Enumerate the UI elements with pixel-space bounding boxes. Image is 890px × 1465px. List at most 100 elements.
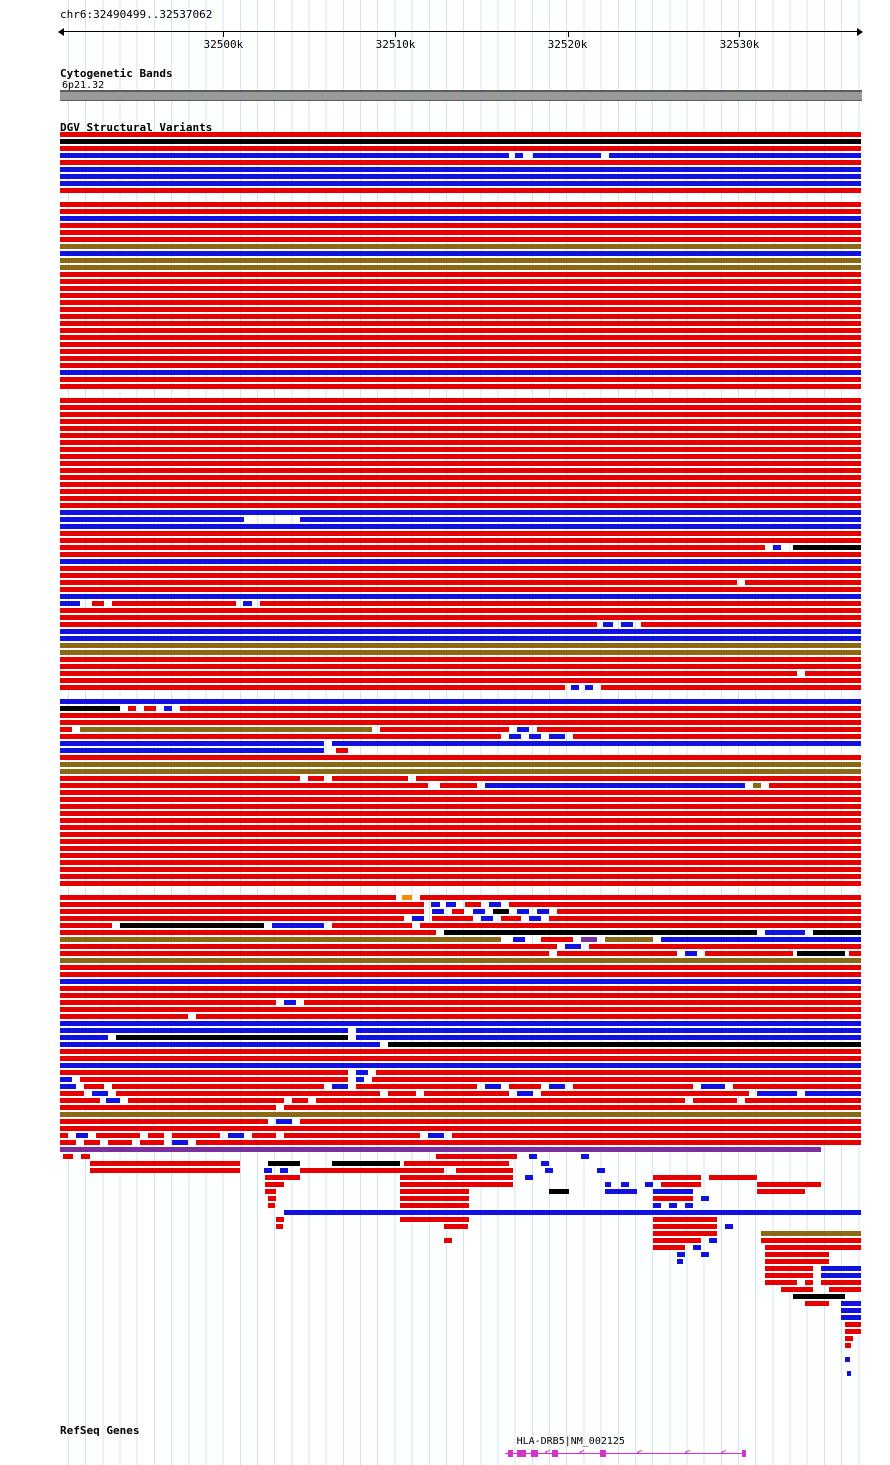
variant-bar[interactable] [792,545,861,550]
variant-bar[interactable] [828,1287,861,1292]
variant-bar[interactable] [60,1063,861,1068]
variant-bar[interactable] [60,517,245,522]
variant-bar[interactable] [60,223,861,228]
variant-bar[interactable] [276,1119,293,1124]
variant-bar[interactable] [388,1091,417,1096]
variant-bar[interactable] [652,1238,701,1243]
variant-bar[interactable] [580,937,597,942]
variant-bar[interactable] [420,923,861,928]
variant-bar[interactable] [265,1189,277,1194]
variant-bar[interactable] [268,1196,277,1201]
variant-bar[interactable] [440,783,477,788]
variant-bar[interactable] [280,1168,289,1173]
variant-bar[interactable] [332,776,409,781]
variant-bar[interactable] [60,587,861,592]
variant-bar[interactable] [60,615,861,620]
variant-bar[interactable] [484,783,745,788]
variant-bar[interactable] [89,1161,241,1166]
variant-bar[interactable] [140,1140,165,1145]
variant-bar[interactable] [700,1252,709,1257]
variant-bar[interactable] [652,1189,693,1194]
variant-bar[interactable] [92,1091,109,1096]
variant-bar[interactable] [540,937,573,942]
variant-bar[interactable] [432,909,445,914]
variant-bar[interactable] [60,188,861,193]
variant-bar[interactable] [89,1168,241,1173]
variant-bar[interactable] [292,1098,309,1103]
variant-bar[interactable] [60,524,861,529]
variant-bar[interactable] [416,776,861,781]
variant-bar[interactable] [264,1168,273,1173]
variant-bar[interactable] [848,951,861,956]
variant-bar[interactable] [676,1252,685,1257]
variant-bar[interactable] [60,671,797,676]
variant-bar[interactable] [84,1084,105,1089]
variant-bar[interactable] [60,482,861,487]
variant-bar[interactable] [844,1336,853,1341]
variant-bar[interactable] [528,1154,537,1159]
variant-bar[interactable] [772,545,781,550]
variant-bar[interactable] [652,1224,717,1229]
variant-bar[interactable] [60,426,861,431]
variant-bar[interactable] [692,1098,737,1103]
variant-bar[interactable] [60,650,861,655]
variant-bar[interactable] [60,454,861,459]
variant-bar[interactable] [60,468,861,473]
variant-bar[interactable] [60,433,861,438]
variant-bar[interactable] [60,699,861,704]
variant-bar[interactable] [332,741,861,746]
variant-bar[interactable] [400,1196,469,1201]
variant-bar[interactable] [756,1091,797,1096]
variant-bar[interactable] [508,902,861,907]
variant-bar[interactable] [84,1140,101,1145]
variant-bar[interactable] [676,1259,684,1264]
variant-bar[interactable] [60,608,861,613]
variant-bar[interactable] [268,1161,301,1166]
variant-bar[interactable] [820,1266,861,1271]
variant-bar[interactable] [388,1042,861,1047]
variant-bar[interactable] [556,951,677,956]
variant-bar[interactable] [764,1245,861,1250]
variant-bar[interactable] [92,601,105,606]
variant-bar[interactable] [804,1301,829,1306]
variant-bar[interactable] [464,902,481,907]
variant-bar[interactable] [756,1182,821,1187]
variant-bar[interactable] [708,1175,757,1180]
variant-bar[interactable] [308,776,325,781]
variant-bar[interactable] [380,727,509,732]
variant-bar[interactable] [60,202,861,207]
variant-bar[interactable] [60,545,765,550]
variant-bar[interactable] [60,146,861,151]
variant-bar[interactable] [400,1189,469,1194]
variant-bar[interactable] [112,1084,325,1089]
variant-bar[interactable] [60,258,861,263]
variant-bar[interactable] [508,1084,541,1089]
variant-bar[interactable] [536,727,861,732]
variant-bar[interactable] [60,664,861,669]
variant-bar[interactable] [652,1196,693,1201]
variant-bar[interactable] [106,1098,121,1103]
variant-bar[interactable] [60,538,861,543]
variant-bar[interactable] [760,1231,861,1236]
variant-bar[interactable] [96,1133,141,1138]
variant-bar[interactable] [492,909,509,914]
variant-bar[interactable] [60,335,861,340]
variant-bar[interactable] [60,1133,68,1138]
variant-bar[interactable] [660,1182,701,1187]
variant-bar[interactable] [60,811,861,816]
variant-bar[interactable] [804,671,861,676]
variant-bar[interactable] [60,797,861,802]
variant-bar[interactable] [60,566,861,571]
variant-bar[interactable] [812,930,861,935]
variant-bar[interactable] [336,748,349,753]
variant-bar[interactable] [844,1343,852,1348]
variant-bar[interactable] [400,1203,469,1208]
variant-bar[interactable] [60,321,861,326]
variant-bar[interactable] [412,916,425,921]
variant-bar[interactable] [572,734,861,739]
variant-bar[interactable] [640,622,861,627]
variant-bar[interactable] [572,1084,693,1089]
variant-bar[interactable] [60,769,861,774]
variant-bar[interactable] [60,1077,72,1082]
variant-bar[interactable] [372,1077,861,1082]
